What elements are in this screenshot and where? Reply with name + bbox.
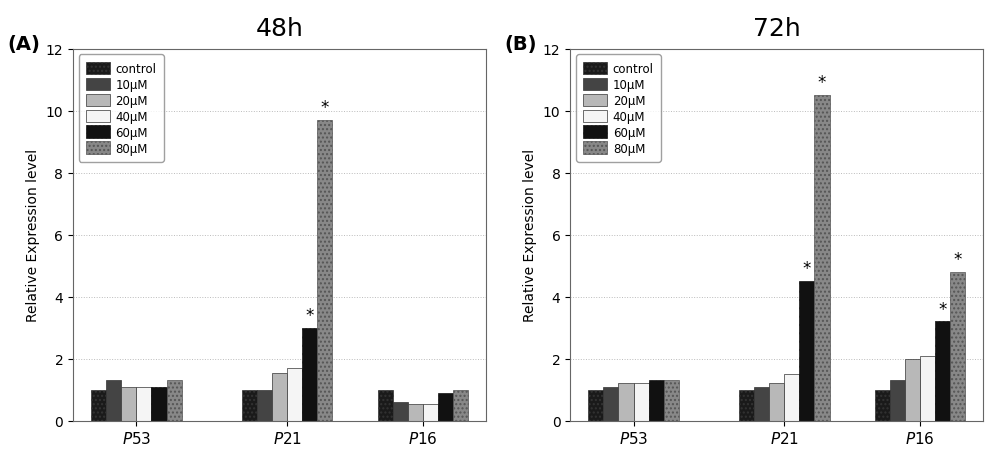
Bar — [438, 393, 453, 421]
Bar — [799, 282, 814, 421]
Bar — [317, 120, 332, 421]
Bar — [920, 356, 935, 421]
Bar — [151, 387, 167, 421]
Bar — [784, 374, 799, 421]
Bar — [106, 381, 121, 421]
Bar — [754, 387, 769, 421]
Bar — [935, 322, 950, 421]
Bar — [242, 390, 257, 421]
Text: *: * — [938, 300, 947, 318]
Bar — [603, 387, 618, 421]
Bar — [875, 390, 890, 421]
Bar — [121, 387, 136, 421]
Bar — [453, 390, 468, 421]
Bar — [649, 381, 664, 421]
Legend: control, 10μM, 20μM, 40μM, 60μM, 80μM: control, 10μM, 20μM, 40μM, 60μM, 80μM — [576, 56, 661, 162]
Bar — [167, 381, 182, 421]
Bar — [302, 328, 317, 421]
Bar — [91, 390, 106, 421]
Bar — [905, 359, 920, 421]
Bar — [814, 96, 830, 421]
Text: *: * — [818, 74, 826, 92]
Y-axis label: Relative Expression level: Relative Expression level — [523, 149, 537, 321]
Bar — [408, 404, 423, 421]
Bar — [588, 390, 603, 421]
Bar — [950, 272, 965, 421]
Text: *: * — [954, 250, 962, 269]
Bar — [664, 381, 679, 421]
Text: (B): (B) — [504, 35, 537, 54]
Text: *: * — [321, 99, 329, 117]
Bar — [769, 383, 784, 421]
Bar — [378, 390, 393, 421]
Title: 48h: 48h — [256, 17, 304, 41]
Bar — [634, 383, 649, 421]
Y-axis label: Relative Expression level: Relative Expression level — [26, 149, 40, 321]
Bar — [272, 373, 287, 421]
Bar — [739, 390, 754, 421]
Text: *: * — [803, 260, 811, 278]
Bar — [393, 402, 408, 421]
Legend: control, 10μM, 20μM, 40μM, 60μM, 80μM: control, 10μM, 20μM, 40μM, 60μM, 80μM — [79, 56, 164, 162]
Bar — [136, 387, 151, 421]
Bar — [618, 383, 634, 421]
Bar — [890, 381, 905, 421]
Bar — [423, 404, 438, 421]
Bar — [287, 368, 302, 421]
Text: (A): (A) — [7, 35, 40, 54]
Bar — [257, 390, 272, 421]
Title: 72h: 72h — [753, 17, 801, 41]
Text: *: * — [306, 306, 314, 324]
